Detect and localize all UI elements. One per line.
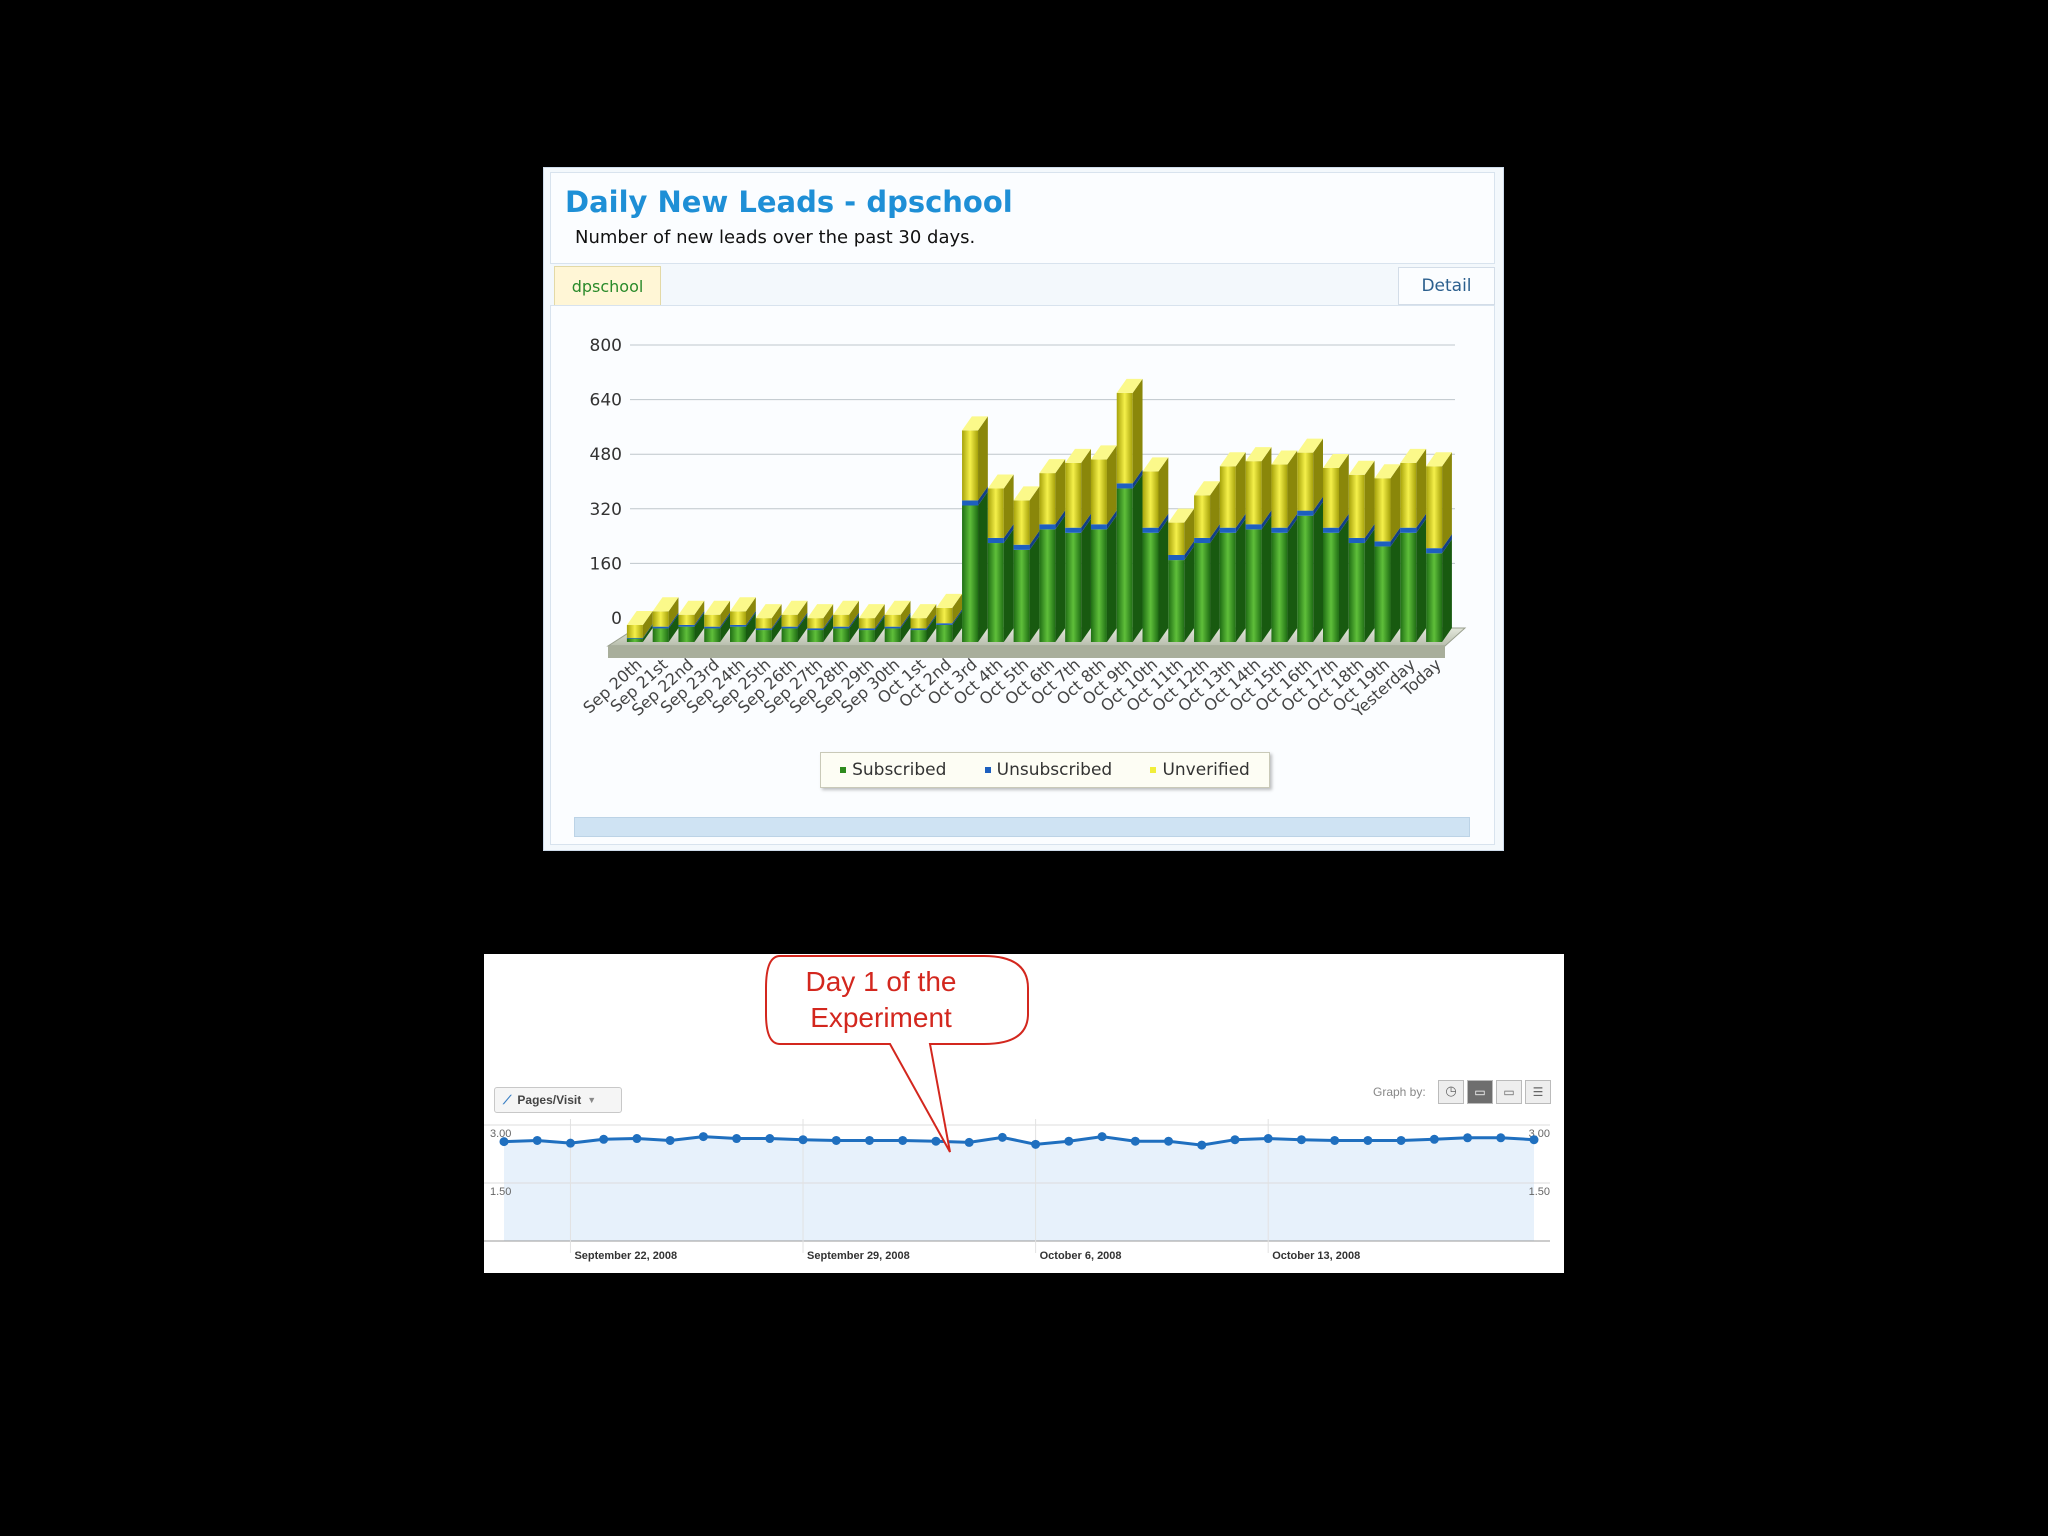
data-point: [565, 1138, 575, 1148]
data-point: [997, 1132, 1007, 1142]
chart-subtitle: Number of new leads over the past 30 day…: [575, 227, 976, 248]
data-point: [1263, 1134, 1273, 1144]
calendar-month-icon: ☰: [1532, 1085, 1544, 1099]
data-point: [665, 1135, 675, 1145]
data-point: [1496, 1133, 1506, 1143]
data-point: [798, 1135, 808, 1145]
line-area: [504, 1136, 1534, 1241]
data-point: [632, 1134, 642, 1144]
graph-by-week-button[interactable]: ▭: [1496, 1080, 1522, 1104]
data-point: [864, 1135, 874, 1145]
data-point: [765, 1134, 775, 1144]
chart-scrollbar[interactable]: [574, 817, 1470, 837]
data-point: [964, 1137, 974, 1147]
calendar-day-icon: ▭: [1474, 1085, 1486, 1099]
chevron-down-icon: ▼: [587, 1095, 597, 1105]
data-point: [1463, 1133, 1473, 1143]
data-point: [499, 1137, 509, 1147]
metric-label: Pages/Visit: [517, 1093, 582, 1107]
data-point: [1529, 1135, 1539, 1145]
legend-item-unverified: Unverified: [1150, 760, 1250, 780]
leads-panel: Daily New Leads - dpschool Number of new…: [543, 167, 1504, 851]
legend-label-subscribed: Subscribed: [852, 760, 947, 780]
legend-item-unsubscribed: Unsubscribed: [984, 760, 1113, 780]
legend-swatch-unsubscribed: [984, 767, 991, 773]
data-point: [1097, 1132, 1107, 1142]
x-tick-label: September 29, 2008: [807, 1250, 910, 1262]
data-point: [532, 1135, 542, 1145]
y-tick-label-left: 3.00: [490, 1128, 511, 1140]
data-point: [1330, 1135, 1340, 1145]
line-chart-icon: ⟋: [503, 1092, 512, 1107]
y-tick-label-left: 1.50: [490, 1186, 511, 1198]
data-point: [931, 1136, 941, 1146]
data-point: [1064, 1136, 1074, 1146]
line-area-fill: [504, 1136, 1534, 1241]
data-point: [1429, 1134, 1439, 1144]
graph-by-day-button[interactable]: ▭: [1467, 1080, 1493, 1104]
data-point: [1396, 1135, 1406, 1145]
data-point: [1197, 1140, 1207, 1150]
data-point: [1130, 1136, 1140, 1146]
legend-label-unsubscribed: Unsubscribed: [996, 760, 1113, 780]
data-point: [1296, 1135, 1306, 1145]
y-tick-label-right: 1.50: [1529, 1186, 1550, 1198]
data-point: [698, 1132, 708, 1142]
analytics-panel: 1.50 1.50 3.00 3.00 September 22, 2008 Septe…: [484, 954, 1564, 1273]
legend-item-subscribed: Subscribed: [840, 760, 946, 780]
legend-swatch-unverified: [1150, 767, 1157, 773]
graph-by-month-button[interactable]: ☰: [1525, 1080, 1551, 1104]
x-tick-label: October 6, 2008: [1040, 1250, 1122, 1262]
data-point: [1164, 1136, 1174, 1146]
x-tick-label: September 22, 2008: [574, 1250, 677, 1262]
legend-swatch-subscribed: [840, 767, 847, 773]
leads-header: Daily New Leads - dpschool Number of new…: [550, 172, 1495, 264]
data-point: [1230, 1135, 1240, 1145]
data-point: [898, 1135, 908, 1145]
detail-button[interactable]: Detail: [1398, 267, 1495, 305]
data-point: [732, 1134, 742, 1144]
chart-title: Daily New Leads - dpschool: [565, 185, 1013, 219]
data-point: [1031, 1139, 1041, 1149]
legend: Subscribed Unsubscribed Unverified: [820, 752, 1270, 788]
pages-visit-chart: 1.50 1.503.00 3.00 September 22, 2008 Septe…: [484, 1119, 1550, 1262]
legend-label-unverified: Unverified: [1162, 760, 1250, 780]
x-tick-labels: September 22, 2008 September 29, 2008 Octo…: [574, 1250, 1360, 1262]
data-point: [831, 1135, 841, 1145]
graph-by-label: Graph by:: [1373, 1085, 1426, 1099]
tab-dpschool[interactable]: dpschool: [554, 266, 661, 306]
clock-icon: ◷: [1445, 1084, 1457, 1099]
metric-dropdown[interactable]: ⟋ Pages/Visit ▼: [494, 1087, 622, 1113]
graph-by-hour-button[interactable]: ◷: [1438, 1080, 1464, 1104]
calendar-week-icon: ▭: [1503, 1085, 1515, 1099]
data-point: [1363, 1135, 1373, 1145]
x-tick-label: October 13, 2008: [1272, 1250, 1360, 1262]
data-point: [599, 1134, 609, 1144]
callout-text: Day 1 of the Experiment: [805, 966, 957, 1033]
